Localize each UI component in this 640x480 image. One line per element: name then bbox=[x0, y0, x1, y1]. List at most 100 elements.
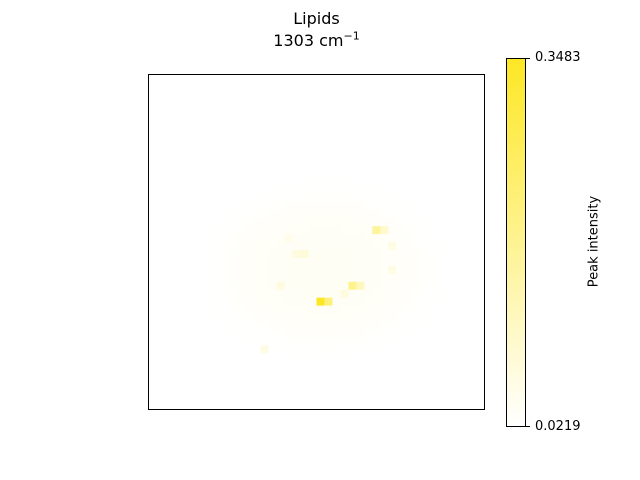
heatmap-cell bbox=[412, 75, 421, 84]
heatmap-cell bbox=[276, 162, 285, 171]
heatmap-cell bbox=[316, 138, 325, 147]
heatmap-cell bbox=[188, 138, 198, 147]
heatmap-cell bbox=[372, 242, 381, 251]
heatmap-cell bbox=[149, 329, 158, 338]
heatmap-cell bbox=[236, 178, 246, 187]
heatmap-cell bbox=[380, 281, 389, 291]
heatmap-cell bbox=[180, 273, 190, 283]
heatmap-cell bbox=[348, 202, 357, 211]
heatmap-cell bbox=[468, 218, 477, 227]
heatmap-cell bbox=[212, 146, 222, 155]
heatmap-cell bbox=[244, 194, 254, 203]
heatmap-cell bbox=[324, 353, 333, 362]
heatmap-cell bbox=[348, 75, 357, 84]
heatmap-cell bbox=[156, 257, 166, 267]
heatmap-cell bbox=[196, 154, 206, 163]
heatmap-cell bbox=[180, 321, 190, 330]
heatmap-cell bbox=[308, 138, 317, 147]
heatmap-cell bbox=[149, 337, 158, 346]
heatmap-cell bbox=[212, 329, 222, 338]
heatmap-cell bbox=[404, 218, 413, 227]
heatmap-cell bbox=[204, 353, 214, 362]
heatmap-cell bbox=[196, 114, 206, 124]
heatmap-cell bbox=[452, 218, 461, 227]
heatmap-cell bbox=[300, 138, 309, 147]
heatmap-cell bbox=[252, 210, 262, 219]
heatmap-cell bbox=[212, 226, 222, 235]
heatmap-cell bbox=[468, 130, 477, 140]
heatmap-cell bbox=[372, 353, 381, 362]
heatmap-cell bbox=[420, 337, 429, 346]
heatmap-cell bbox=[364, 369, 373, 378]
heatmap-cell bbox=[476, 265, 485, 275]
heatmap-cell bbox=[332, 234, 341, 243]
heatmap-cell bbox=[244, 329, 254, 338]
heatmap-cell bbox=[164, 305, 174, 314]
heatmap-cell bbox=[324, 329, 333, 338]
heatmap-cell bbox=[164, 146, 174, 155]
heatmap-cell bbox=[308, 265, 317, 275]
heatmap-cell bbox=[276, 305, 285, 314]
heatmap-cell bbox=[156, 265, 166, 275]
heatmap-cell bbox=[252, 257, 262, 267]
heatmap-cell bbox=[380, 385, 389, 394]
heatmap-cell bbox=[396, 178, 405, 187]
heatmap-cell bbox=[468, 122, 477, 132]
heatmap-cell bbox=[180, 257, 190, 267]
heatmap-cell bbox=[236, 321, 246, 330]
heatmap-cell bbox=[348, 329, 357, 338]
heatmap-cell bbox=[252, 82, 262, 92]
heatmap-cell bbox=[204, 242, 214, 251]
heatmap-cell bbox=[460, 313, 469, 322]
heatmap-cell bbox=[172, 289, 182, 299]
heatmap-cell bbox=[348, 401, 357, 410]
heatmap-cell bbox=[252, 297, 262, 307]
heatmap-cell bbox=[380, 234, 389, 243]
heatmap-cell bbox=[300, 146, 309, 155]
heatmap-cell bbox=[180, 162, 190, 171]
heatmap-cell bbox=[340, 75, 349, 84]
heatmap-cell bbox=[372, 226, 381, 235]
heatmap-cell bbox=[380, 361, 389, 370]
heatmap-cell bbox=[244, 186, 254, 195]
heatmap-cell bbox=[236, 369, 246, 378]
heatmap-cell bbox=[164, 313, 174, 322]
heatmap-cell bbox=[204, 305, 214, 314]
heatmap-cell bbox=[388, 249, 397, 259]
heatmap-cell bbox=[404, 114, 413, 124]
heatmap-cell bbox=[260, 369, 270, 378]
heatmap-cell bbox=[476, 234, 485, 243]
heatmap-cell bbox=[316, 194, 325, 203]
heatmap-cell bbox=[164, 345, 174, 354]
heatmap-cell bbox=[260, 265, 270, 275]
heatmap-cell bbox=[452, 106, 461, 116]
heatmap-cell bbox=[444, 162, 453, 171]
heatmap-cell bbox=[292, 162, 301, 171]
heatmap-cell bbox=[292, 146, 301, 155]
heatmap-cell bbox=[180, 385, 190, 394]
heatmap-cell bbox=[172, 114, 182, 124]
heatmap-cell bbox=[316, 162, 325, 171]
heatmap-cell bbox=[412, 234, 421, 243]
heatmap-cell bbox=[412, 178, 421, 187]
heatmap-cell bbox=[324, 305, 333, 314]
heatmap-cell bbox=[156, 329, 166, 338]
heatmap-cell bbox=[180, 106, 190, 116]
heatmap-cell bbox=[476, 218, 485, 227]
heatmap-cell bbox=[412, 273, 421, 283]
heatmap-cell bbox=[268, 138, 278, 147]
heatmap-cell bbox=[220, 186, 230, 195]
heatmap-cell bbox=[388, 257, 397, 267]
heatmap-cell bbox=[308, 305, 317, 314]
heatmap-cell bbox=[260, 138, 270, 147]
heatmap-cell bbox=[236, 138, 246, 147]
heatmap-cell bbox=[324, 162, 333, 171]
heatmap-cell bbox=[468, 106, 477, 116]
heatmap-cell bbox=[316, 313, 325, 322]
heatmap-cell bbox=[276, 249, 285, 259]
heatmap-cell bbox=[452, 281, 461, 291]
heatmap-cell bbox=[388, 265, 397, 275]
heatmap-cell bbox=[228, 329, 238, 338]
heatmap-cell bbox=[404, 281, 413, 291]
heatmap-cell bbox=[316, 329, 325, 338]
